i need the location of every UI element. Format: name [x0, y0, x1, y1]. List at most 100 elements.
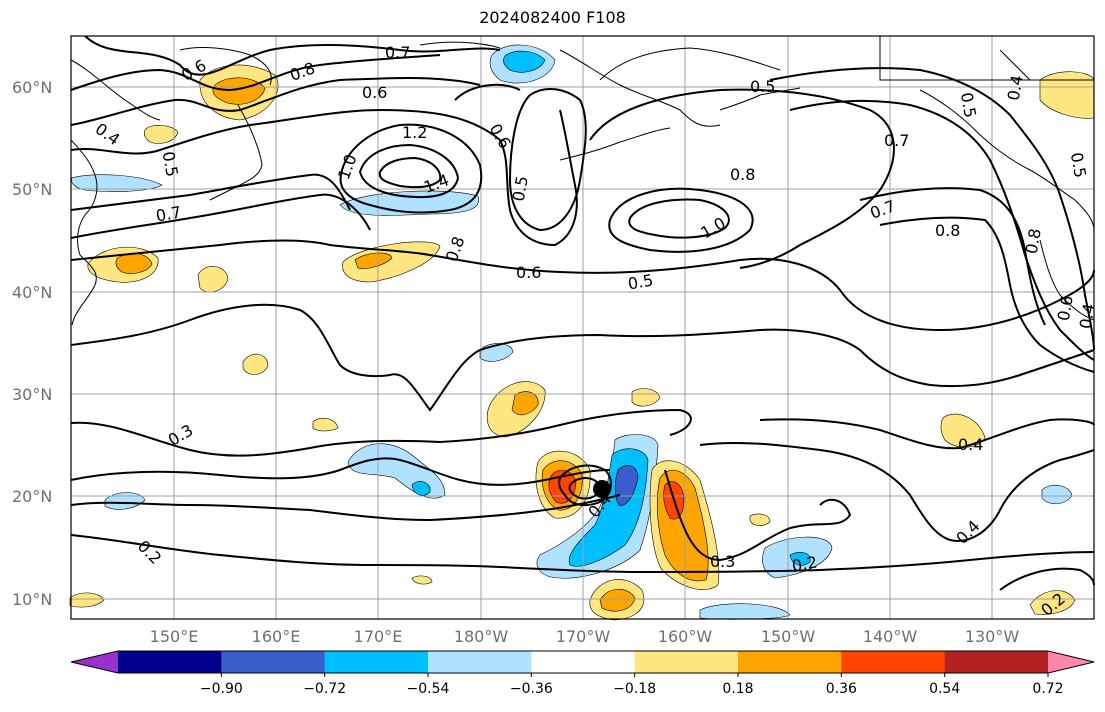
contour-line	[879, 216, 1095, 373]
contour-label: 0.4	[1076, 302, 1099, 330]
contour-label: 0.6	[1054, 294, 1077, 322]
coastline	[70, 139, 98, 326]
coastline	[559, 49, 721, 127]
contour-label: 0.2	[790, 552, 818, 575]
contour-line	[70, 534, 1095, 574]
colorbar: −0.90 −0.72 −0.54 −0.36 −0.18 0.18 0.36 0.54 0.7…	[70, 650, 1095, 697]
colorbar-tick-label: 0.18	[722, 681, 753, 697]
shade-patch	[197, 266, 229, 293]
contour-line	[70, 494, 621, 522]
shade-patch	[789, 552, 811, 566]
shade-patch	[143, 125, 179, 144]
coastline	[1039, 239, 1095, 321]
shade-patch	[511, 391, 539, 416]
contour-line	[608, 187, 754, 253]
coastline	[209, 104, 263, 201]
contour-line	[70, 54, 441, 92]
shade-patch	[104, 492, 146, 510]
contour-label: 0.5	[1067, 151, 1090, 179]
contour-line	[508, 88, 587, 232]
colorbar-tick-label: 0.72	[1032, 681, 1063, 697]
contour-label: 0.3	[165, 420, 197, 449]
contour-label: 0.3	[710, 552, 735, 571]
shade-patch	[1029, 590, 1076, 615]
latitude-labels: 60°N 50°N 40°N 30°N 20°N 10°N	[12, 78, 52, 609]
colorbar-segment	[738, 651, 842, 673]
lon-label: 150°E	[150, 627, 199, 646]
colorbar-outline	[70, 650, 1095, 674]
contour-label: 1.0	[697, 213, 729, 242]
lat-label: 60°N	[12, 78, 52, 97]
contour-line	[70, 457, 611, 486]
shade-patch	[339, 190, 480, 216]
contour-line	[70, 193, 371, 239]
lat-label: 40°N	[12, 283, 52, 302]
contour-line	[70, 76, 481, 126]
contour-line	[70, 303, 1095, 412]
contour-line	[789, 99, 1095, 361]
contour-line	[70, 108, 578, 247]
coastline	[599, 47, 781, 81]
shade-patch	[749, 513, 771, 526]
colorbar-segment	[841, 651, 946, 673]
shade-patch	[503, 50, 546, 73]
colorbar-tick-label: −0.18	[613, 681, 656, 697]
plot-title: 2024082400 F108	[479, 8, 626, 27]
colorbar-tick-label: −0.90	[200, 681, 243, 697]
contour-line	[339, 123, 483, 214]
contour-label: 0.7	[154, 202, 182, 225]
contour-label: 0.8	[1022, 227, 1045, 255]
storm-center-icon	[593, 480, 611, 498]
colorbar-tick-label: −0.54	[407, 681, 450, 697]
contour-label: 0.6	[516, 263, 541, 282]
contour-label: 0.5	[509, 174, 532, 202]
contour-line	[70, 239, 1095, 332]
contour-label: 0.8	[730, 165, 755, 184]
shade-patch	[1041, 484, 1073, 505]
contour-label: 0.8	[935, 221, 960, 240]
coastline	[179, 47, 272, 86]
longitude-labels: 150°E 160°E 170°E 180°W 170°W 160°W 150°…	[150, 627, 1020, 646]
shade-patch	[699, 603, 791, 620]
contour-line	[859, 187, 1046, 326]
contour-line	[568, 477, 602, 500]
shade-patch	[631, 388, 661, 407]
contour-line	[628, 198, 730, 239]
lon-label: 160°W	[658, 627, 713, 646]
contour-line	[999, 567, 1095, 591]
contour-label: 0.4	[958, 435, 983, 454]
colorbar-segment	[634, 651, 739, 673]
contour-line	[358, 143, 460, 199]
contour-label: 0.4	[952, 516, 983, 547]
colorbar-segment	[221, 651, 326, 673]
lat-label: 10°N	[12, 590, 52, 609]
shade-patch	[411, 575, 433, 585]
map-frame	[70, 35, 1095, 620]
contour-label: 0.5	[626, 270, 654, 293]
shade-patch	[342, 241, 441, 283]
shade-patch	[354, 252, 393, 269]
contour-line	[558, 464, 612, 507]
colorbar-tick-label: 0.54	[929, 681, 960, 697]
shade-patch	[599, 588, 636, 612]
lat-label: 20°N	[12, 487, 52, 506]
shade-patch	[71, 174, 163, 192]
contour-line	[589, 88, 895, 269]
lon-label: 170°E	[354, 627, 403, 646]
colorbar-tick-label: −0.36	[510, 681, 553, 697]
contour-line	[70, 173, 351, 211]
colorbar-segment	[118, 651, 222, 673]
lat-label: 50°N	[12, 180, 52, 199]
contour-label: 0.8	[442, 234, 469, 264]
lat-label: 30°N	[12, 385, 52, 404]
colorbar-segment	[531, 651, 636, 673]
coastline	[419, 41, 501, 49]
coastline	[719, 87, 801, 111]
colorbar-segment	[944, 651, 1049, 673]
shade-patch	[411, 481, 431, 496]
lon-label: 160°E	[252, 627, 301, 646]
colorbar-tick-label: −0.72	[303, 681, 346, 697]
contour-lines	[70, 35, 1095, 591]
contour-label: 0.4	[1004, 74, 1027, 102]
